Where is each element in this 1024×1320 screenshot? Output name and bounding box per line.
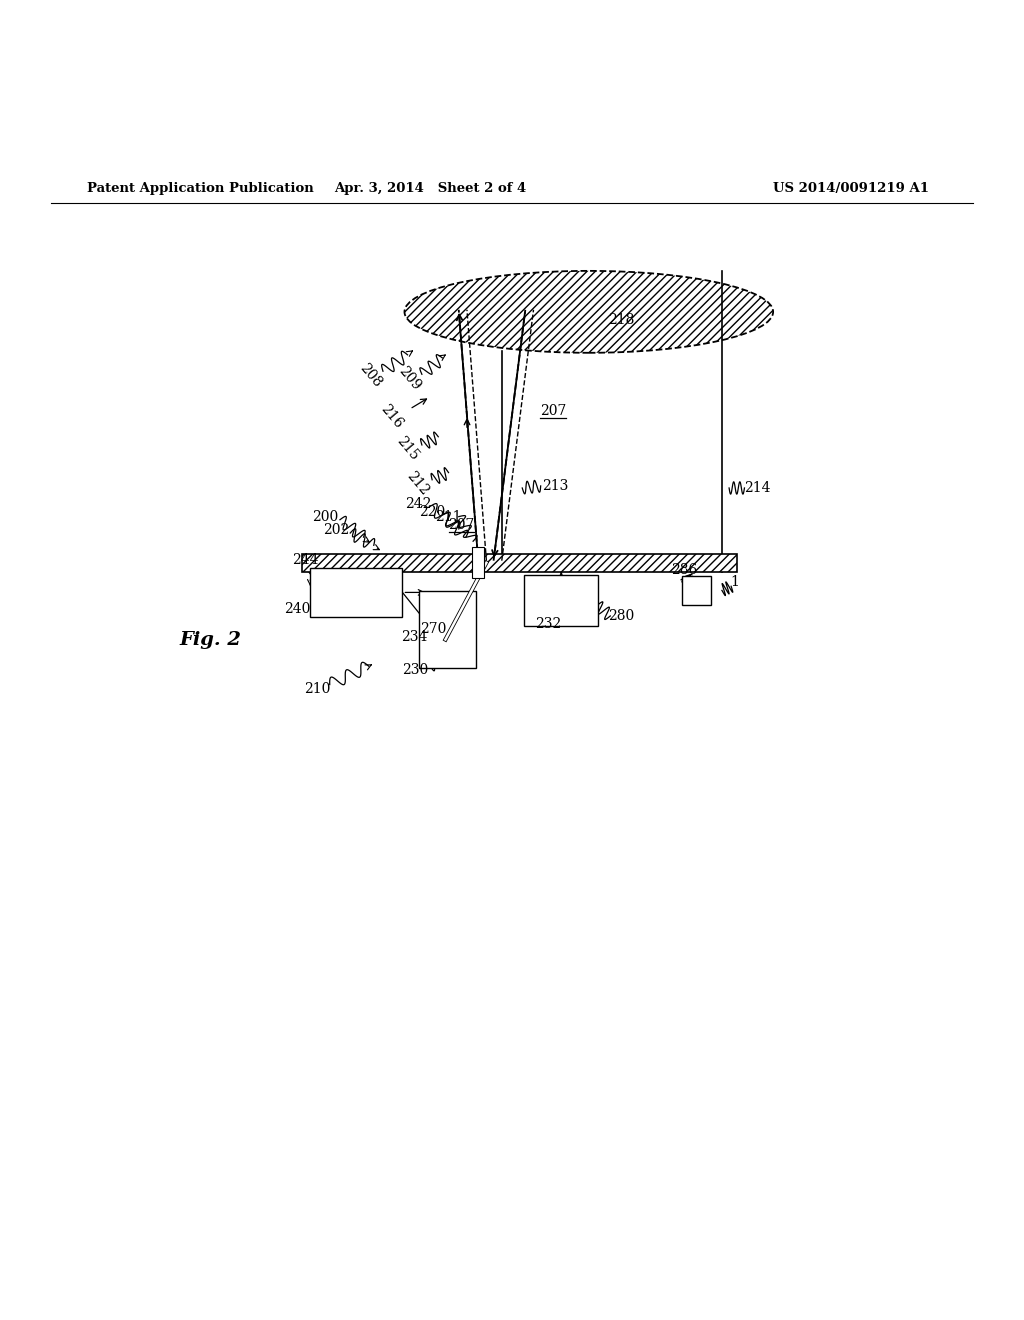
Bar xyxy=(472,548,484,578)
Text: 213: 213 xyxy=(542,479,568,492)
Text: 209: 209 xyxy=(396,364,423,393)
Text: 218: 218 xyxy=(608,313,635,327)
Text: 280: 280 xyxy=(608,609,635,623)
Text: 210: 210 xyxy=(304,681,331,696)
Bar xyxy=(302,553,737,572)
Text: Apr. 3, 2014   Sheet 2 of 4: Apr. 3, 2014 Sheet 2 of 4 xyxy=(334,182,526,195)
Bar xyxy=(420,591,475,668)
Text: 207: 207 xyxy=(447,517,474,532)
Bar xyxy=(310,568,402,616)
Text: 242: 242 xyxy=(404,498,431,511)
Text: 232: 232 xyxy=(535,618,561,631)
Text: 270: 270 xyxy=(420,622,446,636)
Text: Fig. 2: Fig. 2 xyxy=(179,631,242,648)
Text: 214: 214 xyxy=(744,480,771,495)
Text: 207: 207 xyxy=(540,404,566,418)
Bar xyxy=(524,576,598,626)
Text: 230: 230 xyxy=(401,663,428,677)
Text: 240: 240 xyxy=(284,602,310,616)
Text: 215: 215 xyxy=(393,433,422,462)
Text: 208: 208 xyxy=(357,360,384,389)
Text: 211: 211 xyxy=(435,510,462,524)
Text: US 2014/0091219 A1: US 2014/0091219 A1 xyxy=(773,182,929,195)
Text: 234: 234 xyxy=(401,631,428,644)
Text: 212: 212 xyxy=(403,470,432,499)
Text: 1: 1 xyxy=(731,576,739,589)
Text: 286: 286 xyxy=(671,562,697,577)
Bar xyxy=(682,576,711,605)
Text: 216: 216 xyxy=(377,401,406,430)
Text: 200: 200 xyxy=(312,510,339,524)
Text: 202: 202 xyxy=(323,523,349,537)
Text: 220: 220 xyxy=(419,504,445,519)
Text: Patent Application Publication: Patent Application Publication xyxy=(87,182,313,195)
Text: 244: 244 xyxy=(292,553,318,566)
Ellipse shape xyxy=(404,271,773,352)
